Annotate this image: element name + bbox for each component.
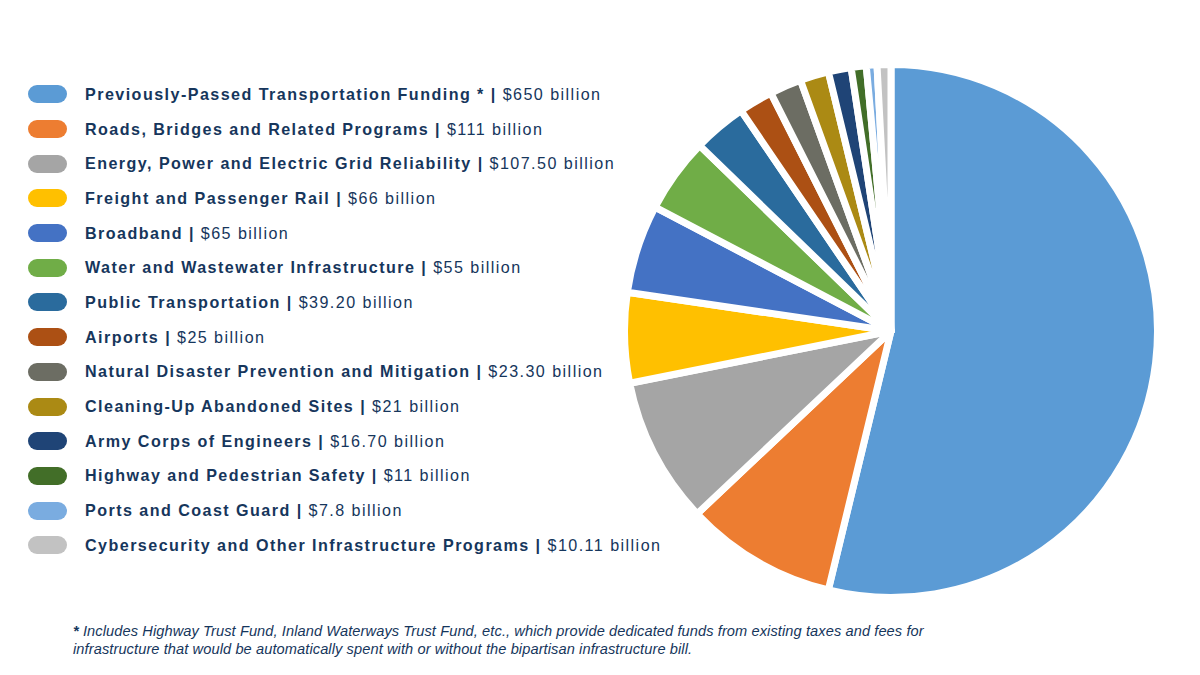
infographic-page: Previously-Passed Transportation Funding…	[0, 0, 1200, 675]
legend-text: Public Transportation | $39.20 billion	[85, 293, 414, 312]
legend-item: Public Transportation | $39.20 billion	[28, 285, 661, 320]
legend-item: Previously-Passed Transportation Funding…	[28, 77, 661, 112]
legend-swatch	[28, 85, 67, 103]
legend-swatch	[28, 120, 67, 138]
legend-swatch	[28, 432, 67, 450]
legend-text: Ports and Coast Guard | $7.8 billion	[85, 501, 403, 520]
legend-swatch	[28, 502, 67, 520]
legend-text: Highway and Pedestrian Safety | $11 bill…	[85, 466, 471, 485]
legend-text: Natural Disaster Prevention and Mitigati…	[85, 362, 603, 381]
legend-item: Broadband | $65 billion	[28, 216, 661, 251]
footnote: * Includes Highway Trust Fund, Inland Wa…	[73, 623, 924, 658]
legend-text: Army Corps of Engineers | $16.70 billion	[85, 432, 445, 451]
footnote-line-1: * Includes Highway Trust Fund, Inland Wa…	[73, 623, 924, 641]
legend-text: Energy, Power and Electric Grid Reliabil…	[85, 154, 615, 173]
legend-swatch	[28, 224, 67, 242]
legend-swatch	[28, 259, 67, 277]
legend-text: Previously-Passed Transportation Funding…	[85, 85, 601, 104]
legend-swatch	[28, 398, 67, 416]
legend-swatch	[28, 328, 67, 346]
legend-item: Roads, Bridges and Related Programs | $1…	[28, 112, 661, 147]
legend-swatch	[28, 189, 67, 207]
legend-item: Energy, Power and Electric Grid Reliabil…	[28, 146, 661, 181]
footnote-line-2: infrastructure that would be automatical…	[73, 641, 924, 659]
legend-text: Cleaning-Up Abandoned Sites | $21 billio…	[85, 397, 460, 416]
legend-text: Roads, Bridges and Related Programs | $1…	[85, 120, 543, 139]
legend-item: Airports | $25 billion	[28, 320, 661, 355]
legend-item: Natural Disaster Prevention and Mitigati…	[28, 355, 661, 390]
legend: Previously-Passed Transportation Funding…	[28, 77, 661, 563]
legend-swatch	[28, 155, 67, 173]
legend-text: Water and Wastewater Infrastructure | $5…	[85, 258, 522, 277]
footnote-asterisk: *	[73, 623, 79, 639]
legend-item: Cleaning-Up Abandoned Sites | $21 billio…	[28, 389, 661, 424]
legend-text: Broadband | $65 billion	[85, 224, 289, 243]
legend-item: Freight and Passenger Rail | $66 billion	[28, 181, 661, 216]
legend-item: Cybersecurity and Other Infrastructure P…	[28, 528, 661, 563]
legend-swatch	[28, 467, 67, 485]
legend-item: Highway and Pedestrian Safety | $11 bill…	[28, 459, 661, 494]
legend-item: Water and Wastewater Infrastructure | $5…	[28, 250, 661, 285]
legend-swatch	[28, 293, 67, 311]
legend-text: Freight and Passenger Rail | $66 billion	[85, 189, 436, 208]
legend-item: Army Corps of Engineers | $16.70 billion	[28, 424, 661, 459]
legend-item: Ports and Coast Guard | $7.8 billion	[28, 493, 661, 528]
legend-swatch	[28, 363, 67, 381]
legend-swatch	[28, 536, 67, 554]
legend-text: Airports | $25 billion	[85, 328, 265, 347]
legend-text: Cybersecurity and Other Infrastructure P…	[85, 536, 661, 555]
